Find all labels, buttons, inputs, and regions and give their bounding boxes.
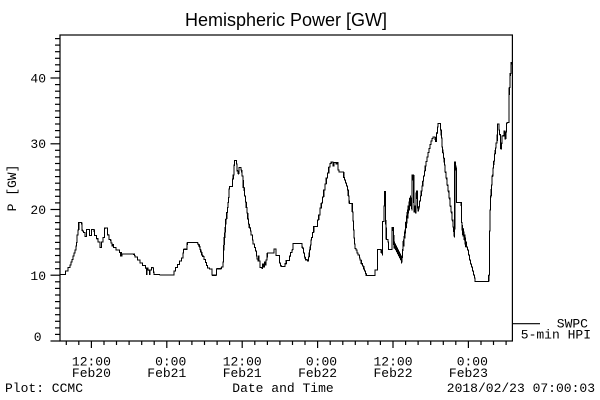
svg-text:12:00: 12:00 bbox=[223, 355, 262, 370]
svg-text:0:00: 0:00 bbox=[457, 355, 488, 370]
svg-text:Feb22: Feb22 bbox=[373, 366, 412, 381]
svg-text:Feb22: Feb22 bbox=[298, 366, 337, 381]
svg-text:SWPC: SWPC bbox=[557, 317, 588, 332]
svg-text:0: 0 bbox=[34, 330, 42, 345]
svg-text:0:00: 0:00 bbox=[155, 355, 186, 370]
svg-text:30: 30 bbox=[30, 137, 46, 152]
svg-text:12:00: 12:00 bbox=[373, 355, 412, 370]
svg-text:P [GW]: P [GW] bbox=[5, 165, 20, 212]
svg-text:Feb21: Feb21 bbox=[223, 366, 262, 381]
svg-text:Feb21: Feb21 bbox=[147, 366, 186, 381]
svg-text:12:00: 12:00 bbox=[72, 355, 111, 370]
svg-text:Plot: CCMC: Plot: CCMC bbox=[5, 381, 83, 396]
svg-text:2018/02/23 07:00:03: 2018/02/23 07:00:03 bbox=[447, 381, 595, 396]
svg-text:20: 20 bbox=[30, 203, 46, 218]
svg-text:Hemispheric Power [GW]: Hemispheric Power [GW] bbox=[185, 10, 387, 30]
svg-text:0:00: 0:00 bbox=[306, 355, 337, 370]
svg-text:10: 10 bbox=[30, 269, 46, 284]
svg-text:40: 40 bbox=[30, 72, 46, 87]
svg-text:Feb23: Feb23 bbox=[449, 366, 488, 381]
svg-text:Date and Time: Date and Time bbox=[232, 381, 333, 396]
svg-text:Feb20: Feb20 bbox=[72, 366, 111, 381]
svg-text:5-min HPI: 5-min HPI bbox=[521, 328, 591, 343]
